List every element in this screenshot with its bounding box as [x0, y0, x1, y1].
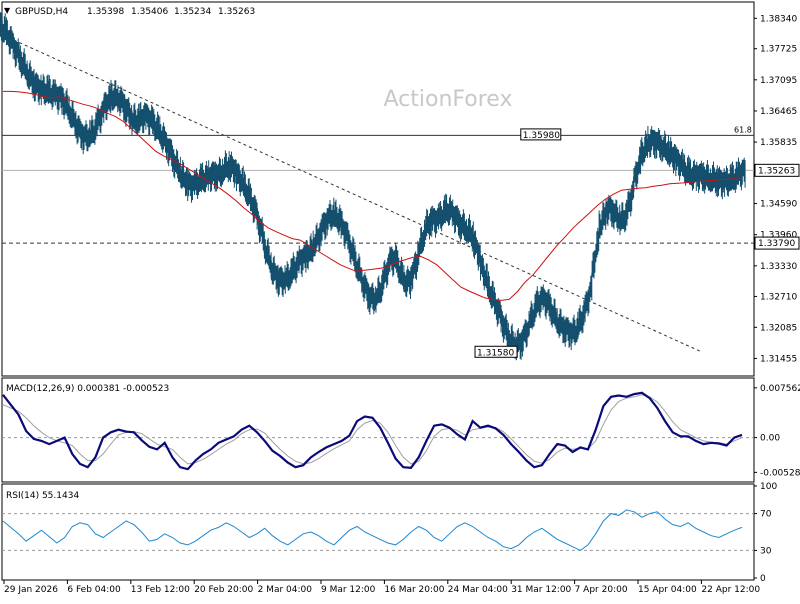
time-axis-label: 15 Apr 04:00	[638, 585, 697, 595]
support-price-label: 1.33790	[758, 239, 795, 249]
price-axis-label: 1.34590	[760, 200, 797, 210]
current-price-badge	[754, 163, 800, 177]
high-tag-box	[520, 128, 562, 141]
time-axis-label: 2 Mar 04:00	[258, 585, 313, 595]
ohlc-close: 1.35263	[218, 7, 255, 17]
price-bars	[0, 12, 746, 361]
time-axis-label: 16 Mar 20:00	[384, 585, 444, 595]
macd-label: MACD(12,26,9) 0.000381 -0.000523	[6, 384, 169, 394]
time-axis-label: 20 Feb 20:00	[194, 585, 253, 595]
fib-level-label: 61.8	[734, 125, 752, 134]
support-price-badge	[754, 236, 800, 250]
macd-layer	[2, 391, 754, 471]
rsi-axis-label: 30	[760, 546, 772, 556]
macd-axis-label: 0.00	[760, 434, 780, 444]
price-panel	[1, 1, 755, 377]
price-axis-label: 1.33330	[760, 262, 797, 272]
ohlc-low: 1.35234	[174, 7, 211, 17]
rsi-layer	[2, 509, 754, 551]
macd-axis-label: -0.005289	[760, 468, 800, 478]
price-axis-label: 1.38340	[760, 14, 797, 24]
time-axis-label: 6 Feb 04:00	[67, 585, 121, 595]
rsi-axis-label: 0	[760, 574, 766, 584]
time-axis-label: 22 Apr 12:00	[701, 585, 760, 595]
high-tag-label: 1.35980	[523, 131, 560, 141]
time-axis-label: 7 Apr 20:00	[575, 585, 628, 595]
time-axis-label: 31 Mar 12:00	[511, 585, 571, 595]
axis-layer: 1.38340 1.37725 1.37095 1.36465 1.35835 1.345…	[3, 14, 800, 595]
collapse-triangle-icon[interactable]: ▼	[4, 6, 11, 15]
price-axis-label: 1.32710	[760, 292, 797, 302]
price-axis-label: 1.32085	[760, 323, 797, 333]
price-axis-label: 1.31455	[760, 354, 797, 364]
macd-line	[2, 391, 743, 471]
current-price-label: 1.35263	[758, 166, 795, 176]
trendline	[2, 34, 701, 352]
price-axis-label: 1.36465	[760, 107, 797, 117]
moving-average-line	[3, 90, 743, 301]
rsi-label: RSI(14) 55.1434	[6, 491, 79, 501]
price-axis-label: 1.33960	[760, 231, 797, 241]
price-layer: 61.8 1.35980 1.31580	[0, 12, 754, 361]
low-tag-box	[474, 345, 518, 358]
ohlc-open: 1.35398	[87, 7, 124, 17]
symbol-label: GBPUSD,H4	[15, 7, 68, 17]
rsi-line	[2, 509, 743, 551]
time-axis-label: 13 Feb 12:00	[131, 585, 190, 595]
time-axis-label: 29 Jan 2026	[4, 585, 58, 595]
price-axis-label: 1.37095	[760, 76, 797, 86]
price-header: ▼ GBPUSD,H4 1.35398 1.35406 1.35234 1.35…	[4, 6, 255, 17]
watermark: ActionForex	[384, 87, 513, 112]
rsi-panel	[1, 483, 755, 581]
time-axis-label: 9 Mar 12:00	[321, 585, 376, 595]
macd-axis-label: 0.007562	[760, 384, 800, 394]
rsi-axis-label: 100	[760, 482, 777, 492]
price-axis-label: 1.37725	[760, 45, 797, 55]
rsi-axis-label: 70	[760, 510, 772, 520]
ohlc-high: 1.35406	[131, 7, 168, 17]
time-axis-label: 24 Mar 04:00	[448, 585, 508, 595]
low-tag-label: 1.31580	[477, 348, 514, 358]
price-axis-label: 1.35835	[760, 138, 797, 148]
